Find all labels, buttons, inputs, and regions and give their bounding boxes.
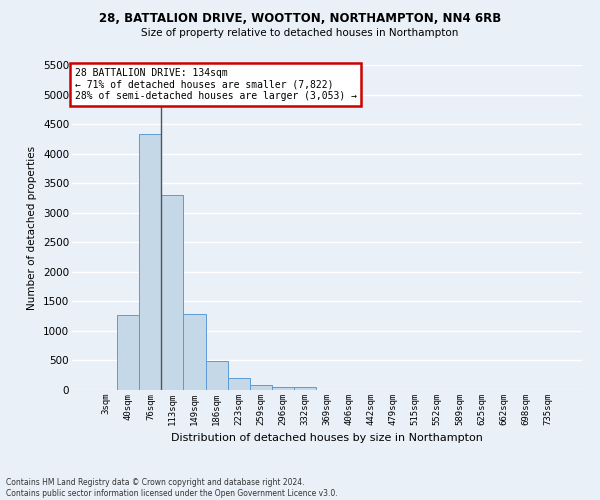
Bar: [184, 314, 206, 390]
Text: Contains HM Land Registry data © Crown copyright and database right 2024.
Contai: Contains HM Land Registry data © Crown c…: [6, 478, 338, 498]
Bar: [206, 361, 227, 390]
Text: 28 BATTALION DRIVE: 134sqm
← 71% of detached houses are smaller (7,822)
28% of s: 28 BATTALION DRIVE: 134sqm ← 71% of deta…: [74, 68, 356, 102]
Bar: [250, 386, 272, 390]
Text: 28, BATTALION DRIVE, WOOTTON, NORTHAMPTON, NN4 6RB: 28, BATTALION DRIVE, WOOTTON, NORTHAMPTO…: [99, 12, 501, 26]
Bar: [117, 315, 139, 390]
Bar: [272, 387, 294, 390]
Bar: [227, 378, 250, 390]
Bar: [161, 195, 184, 390]
Text: Size of property relative to detached houses in Northampton: Size of property relative to detached ho…: [142, 28, 458, 38]
X-axis label: Distribution of detached houses by size in Northampton: Distribution of detached houses by size …: [171, 434, 483, 444]
Bar: [139, 134, 161, 390]
Bar: [294, 387, 316, 390]
Y-axis label: Number of detached properties: Number of detached properties: [28, 146, 37, 310]
